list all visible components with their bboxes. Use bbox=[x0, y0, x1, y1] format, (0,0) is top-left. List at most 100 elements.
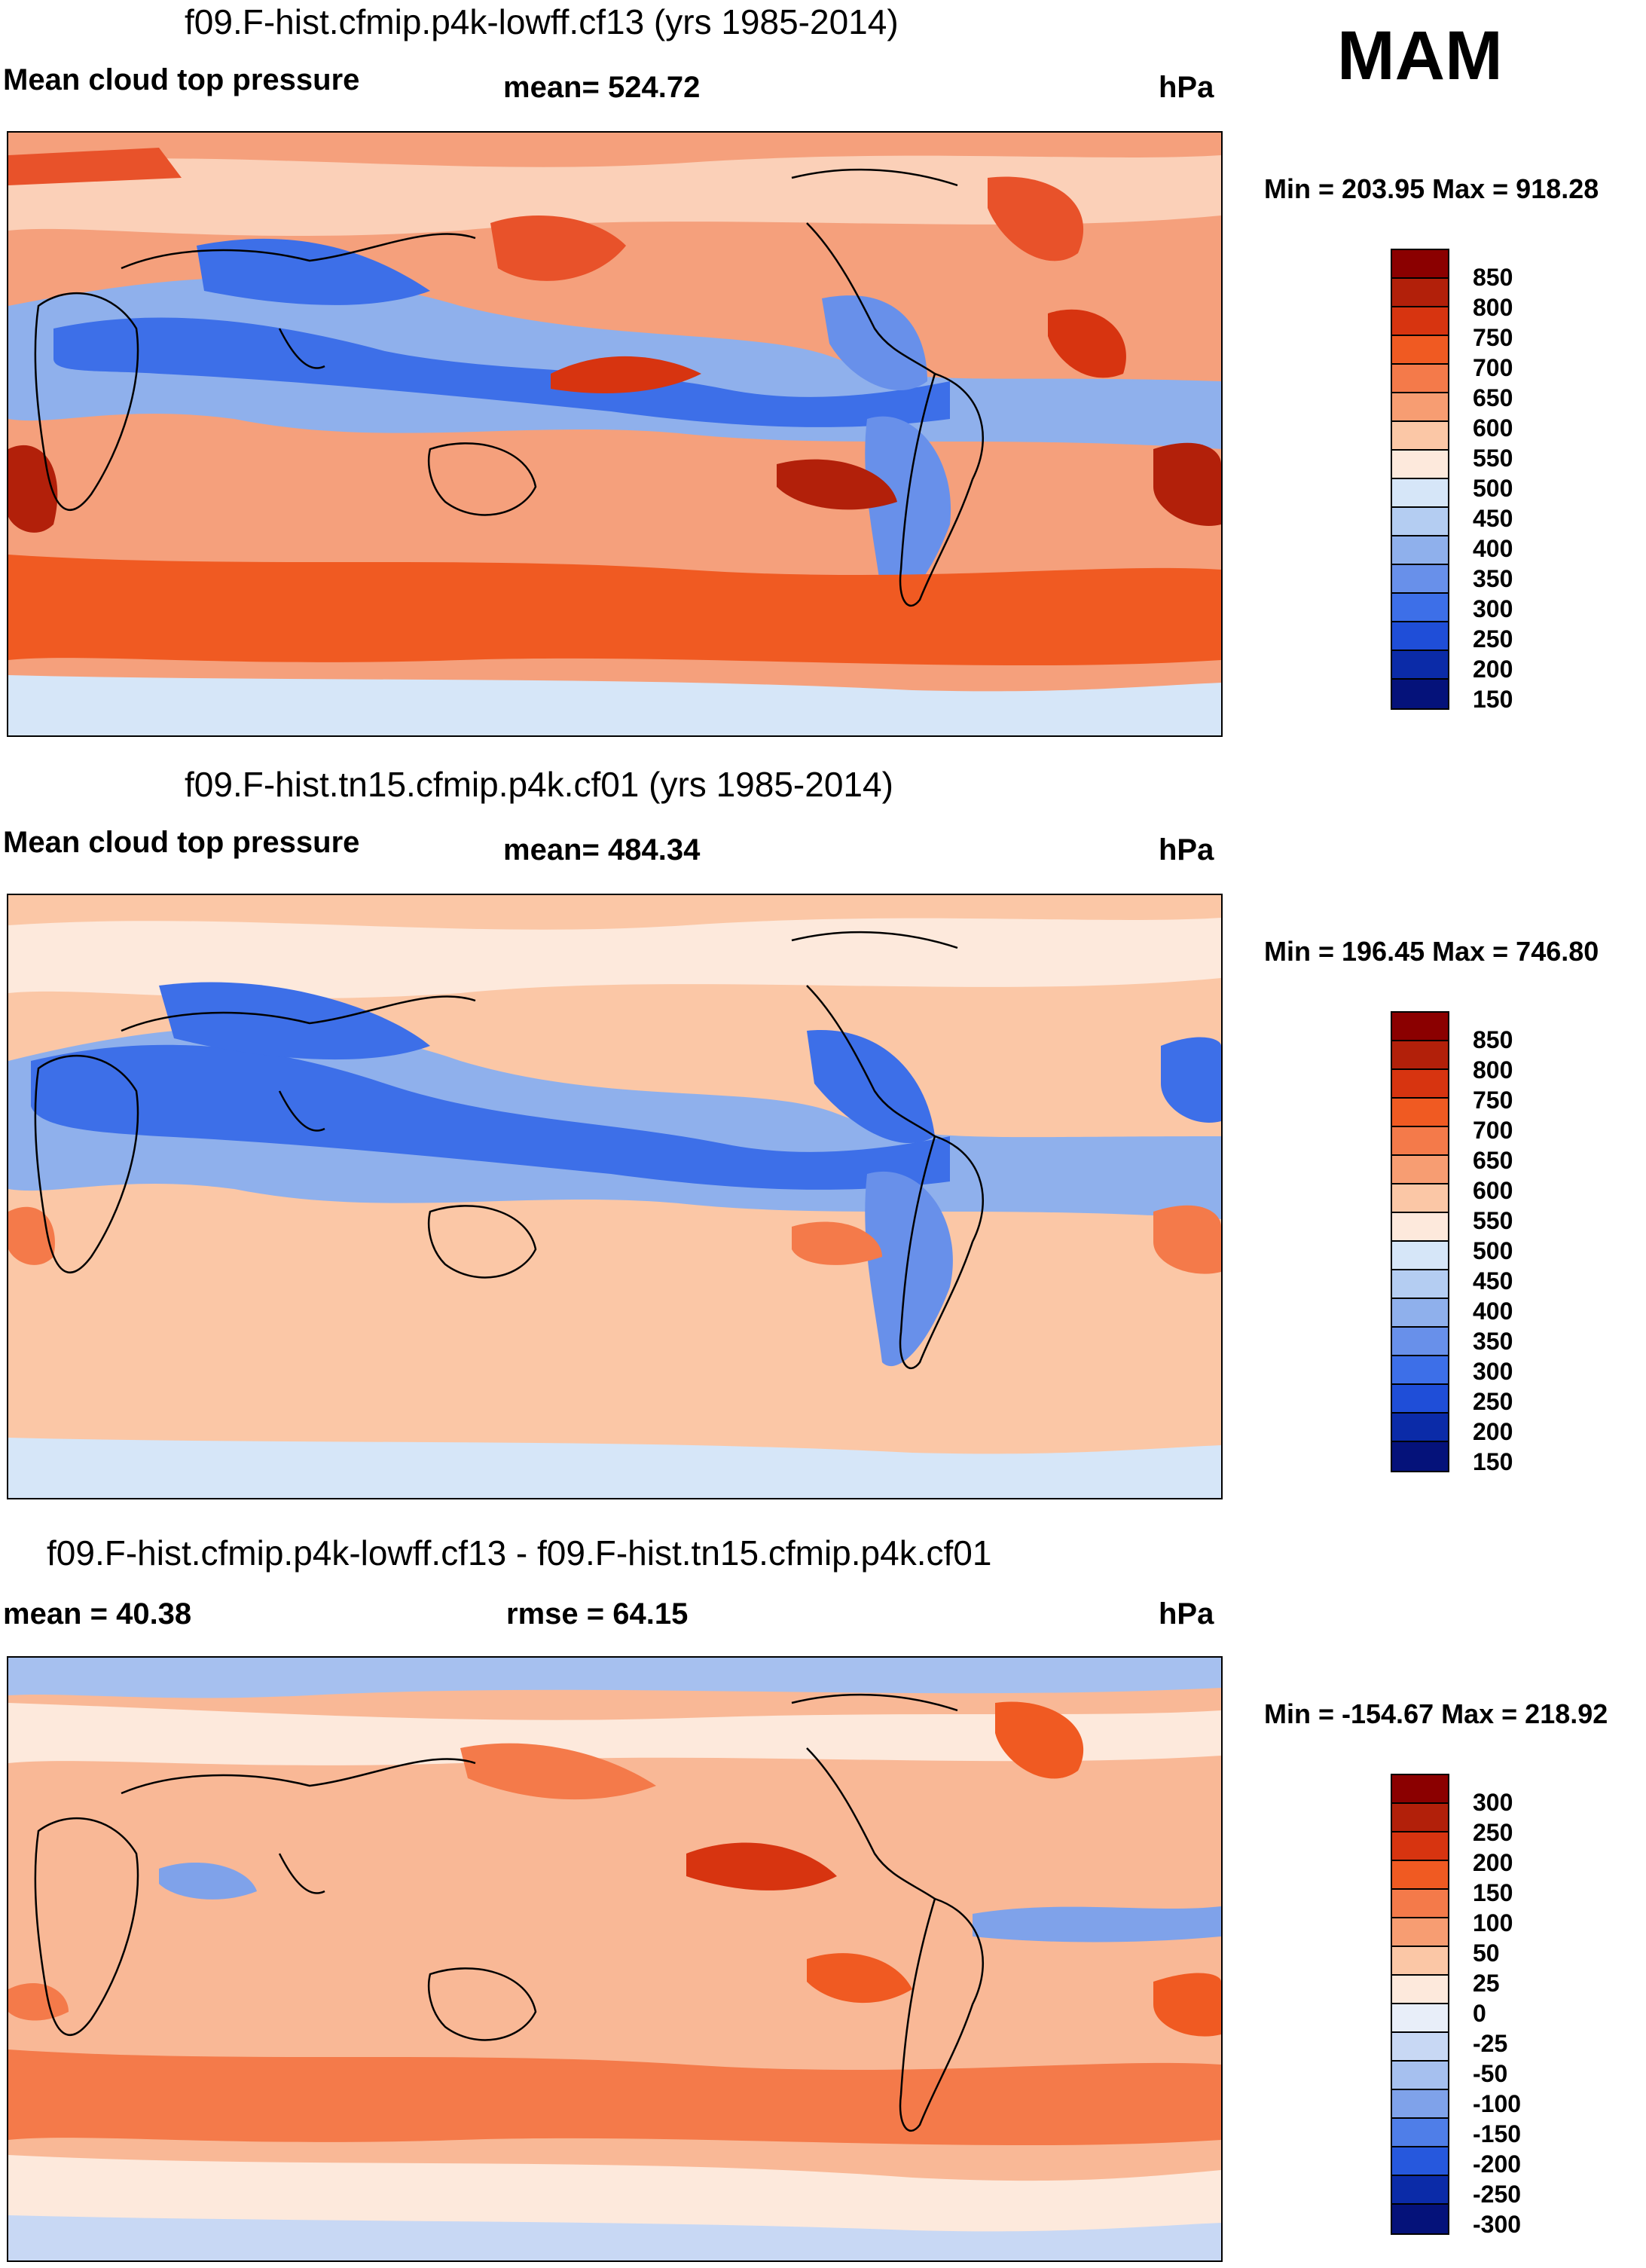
colorbar-label: 650 bbox=[1473, 1147, 1513, 1174]
panel-3-minmax: Min = -154.67 Max = 218.92 bbox=[1264, 1698, 1608, 1729]
colorbar-swatch bbox=[1392, 307, 1448, 336]
colorbar-swatch bbox=[1392, 1127, 1448, 1156]
colorbar-swatch bbox=[1392, 2205, 1448, 2233]
colorbar-label: 25 bbox=[1473, 1970, 1500, 1997]
colorbar-label: 500 bbox=[1473, 475, 1513, 502]
colorbar-label: 450 bbox=[1473, 505, 1513, 532]
colorbar-swatch bbox=[1392, 2090, 1448, 2119]
panel-1-title: f09.F-hist.cfmip.p4k-lowff.cf13 (yrs 198… bbox=[185, 2, 899, 41]
colorbar-swatch bbox=[1392, 1947, 1448, 1976]
colorbar-swatch bbox=[1392, 1356, 1448, 1385]
colorbar-label: -200 bbox=[1473, 2150, 1522, 2178]
colorbar-label: 550 bbox=[1473, 1207, 1513, 1234]
colorbar-swatch bbox=[1392, 1041, 1448, 1070]
colorbar-label: 50 bbox=[1473, 1939, 1500, 1967]
colorbar-label: 150 bbox=[1473, 1879, 1513, 1906]
colorbar-label: 250 bbox=[1473, 625, 1513, 653]
colorbar-label: -25 bbox=[1473, 2030, 1508, 2057]
panel-3-map bbox=[7, 1656, 1223, 2262]
colorbar-label: 700 bbox=[1473, 354, 1513, 381]
colorbar-swatch bbox=[1392, 1918, 1448, 1947]
colorbar-label: 750 bbox=[1473, 324, 1513, 351]
colorbar-label: 350 bbox=[1473, 1328, 1513, 1355]
colorbar-swatch bbox=[1392, 336, 1448, 365]
panel-2-colorbar bbox=[1391, 1011, 1449, 1472]
colorbar-swatch bbox=[1392, 1442, 1448, 1471]
colorbar-swatch bbox=[1392, 622, 1448, 651]
colorbar-label: 600 bbox=[1473, 414, 1513, 442]
panel-3-units: hPa bbox=[1159, 1597, 1214, 1631]
colorbar-label: 250 bbox=[1473, 1388, 1513, 1415]
colorbar-swatch bbox=[1392, 1861, 1448, 1890]
colorbar-swatch bbox=[1392, 594, 1448, 622]
colorbar-label: 850 bbox=[1473, 1026, 1513, 1053]
panel-3-mean: mean = 40.38 bbox=[3, 1597, 192, 1631]
colorbar-swatch bbox=[1392, 365, 1448, 393]
colorbar-label: 0 bbox=[1473, 2000, 1486, 2027]
colorbar-label: 850 bbox=[1473, 264, 1513, 291]
colorbar-swatch bbox=[1392, 1832, 1448, 1861]
panel-2-mean: mean= 484.34 bbox=[503, 833, 701, 867]
panel-1-minmax: Min = 203.95 Max = 918.28 bbox=[1264, 173, 1599, 204]
colorbar-label: 700 bbox=[1473, 1117, 1513, 1144]
colorbar-swatch bbox=[1392, 1156, 1448, 1184]
colorbar-label: 800 bbox=[1473, 294, 1513, 321]
colorbar-swatch bbox=[1392, 508, 1448, 536]
colorbar-swatch bbox=[1392, 2119, 1448, 2147]
colorbar-label: -250 bbox=[1473, 2181, 1522, 2208]
colorbar-label: 400 bbox=[1473, 1298, 1513, 1325]
colorbar-label: 750 bbox=[1473, 1087, 1513, 1114]
colorbar-swatch bbox=[1392, 451, 1448, 479]
colorbar-swatch bbox=[1392, 680, 1448, 708]
panel-1-units: hPa bbox=[1159, 71, 1214, 104]
panel-1-colorbar bbox=[1391, 249, 1449, 710]
colorbar-swatch bbox=[1392, 1242, 1448, 1270]
colorbar-label: 300 bbox=[1473, 1789, 1513, 1816]
colorbar-label: 150 bbox=[1473, 1448, 1513, 1475]
colorbar-swatch bbox=[1392, 536, 1448, 565]
colorbar-swatch bbox=[1392, 1804, 1448, 1832]
colorbar-swatch bbox=[1392, 1184, 1448, 1213]
colorbar-swatch bbox=[1392, 479, 1448, 508]
colorbar-swatch bbox=[1392, 1976, 1448, 2004]
panel-3-colorbar bbox=[1391, 1774, 1449, 2235]
colorbar-swatch bbox=[1392, 393, 1448, 422]
panel-2-variable-label: Mean cloud top pressure bbox=[3, 826, 360, 859]
colorbar-label: 400 bbox=[1473, 535, 1513, 562]
colorbar-swatch bbox=[1392, 1070, 1448, 1099]
colorbar-swatch bbox=[1392, 1775, 1448, 1804]
colorbar-label: 300 bbox=[1473, 1358, 1513, 1385]
colorbar-label: -300 bbox=[1473, 2211, 1522, 2238]
colorbar-label: 100 bbox=[1473, 1909, 1513, 1936]
panel-1-map bbox=[7, 131, 1223, 737]
colorbar-label: 550 bbox=[1473, 445, 1513, 472]
colorbar-label: 200 bbox=[1473, 1849, 1513, 1876]
panel-2-units: hPa bbox=[1159, 833, 1214, 867]
colorbar-label: 350 bbox=[1473, 565, 1513, 592]
colorbar-swatch bbox=[1392, 1890, 1448, 1918]
colorbar-label: -50 bbox=[1473, 2060, 1508, 2087]
panel-3-title: f09.F-hist.cfmip.p4k-lowff.cf13 - f09.F-… bbox=[47, 1533, 992, 1573]
colorbar-swatch bbox=[1392, 651, 1448, 680]
colorbar-swatch bbox=[1392, 1270, 1448, 1299]
colorbar-label: 300 bbox=[1473, 595, 1513, 622]
panel-2-map bbox=[7, 894, 1223, 1499]
colorbar-swatch bbox=[1392, 1013, 1448, 1041]
colorbar-swatch bbox=[1392, 1328, 1448, 1356]
panel-2-minmax: Min = 196.45 Max = 746.80 bbox=[1264, 936, 1599, 967]
colorbar-label: 150 bbox=[1473, 686, 1513, 713]
colorbar-label: 500 bbox=[1473, 1237, 1513, 1264]
colorbar-swatch bbox=[1392, 2033, 1448, 2062]
colorbar-swatch bbox=[1392, 279, 1448, 307]
season-label: MAM bbox=[1337, 17, 1503, 94]
colorbar-label: -100 bbox=[1473, 2090, 1522, 2117]
colorbar-swatch bbox=[1392, 1213, 1448, 1242]
colorbar-swatch bbox=[1392, 565, 1448, 594]
colorbar-swatch bbox=[1392, 2147, 1448, 2176]
colorbar-label: -150 bbox=[1473, 2120, 1522, 2147]
colorbar-label: 650 bbox=[1473, 384, 1513, 411]
colorbar-swatch bbox=[1392, 250, 1448, 279]
colorbar-swatch bbox=[1392, 1414, 1448, 1442]
colorbar-swatch bbox=[1392, 2004, 1448, 2033]
panel-1-mean: mean= 524.72 bbox=[503, 71, 701, 104]
